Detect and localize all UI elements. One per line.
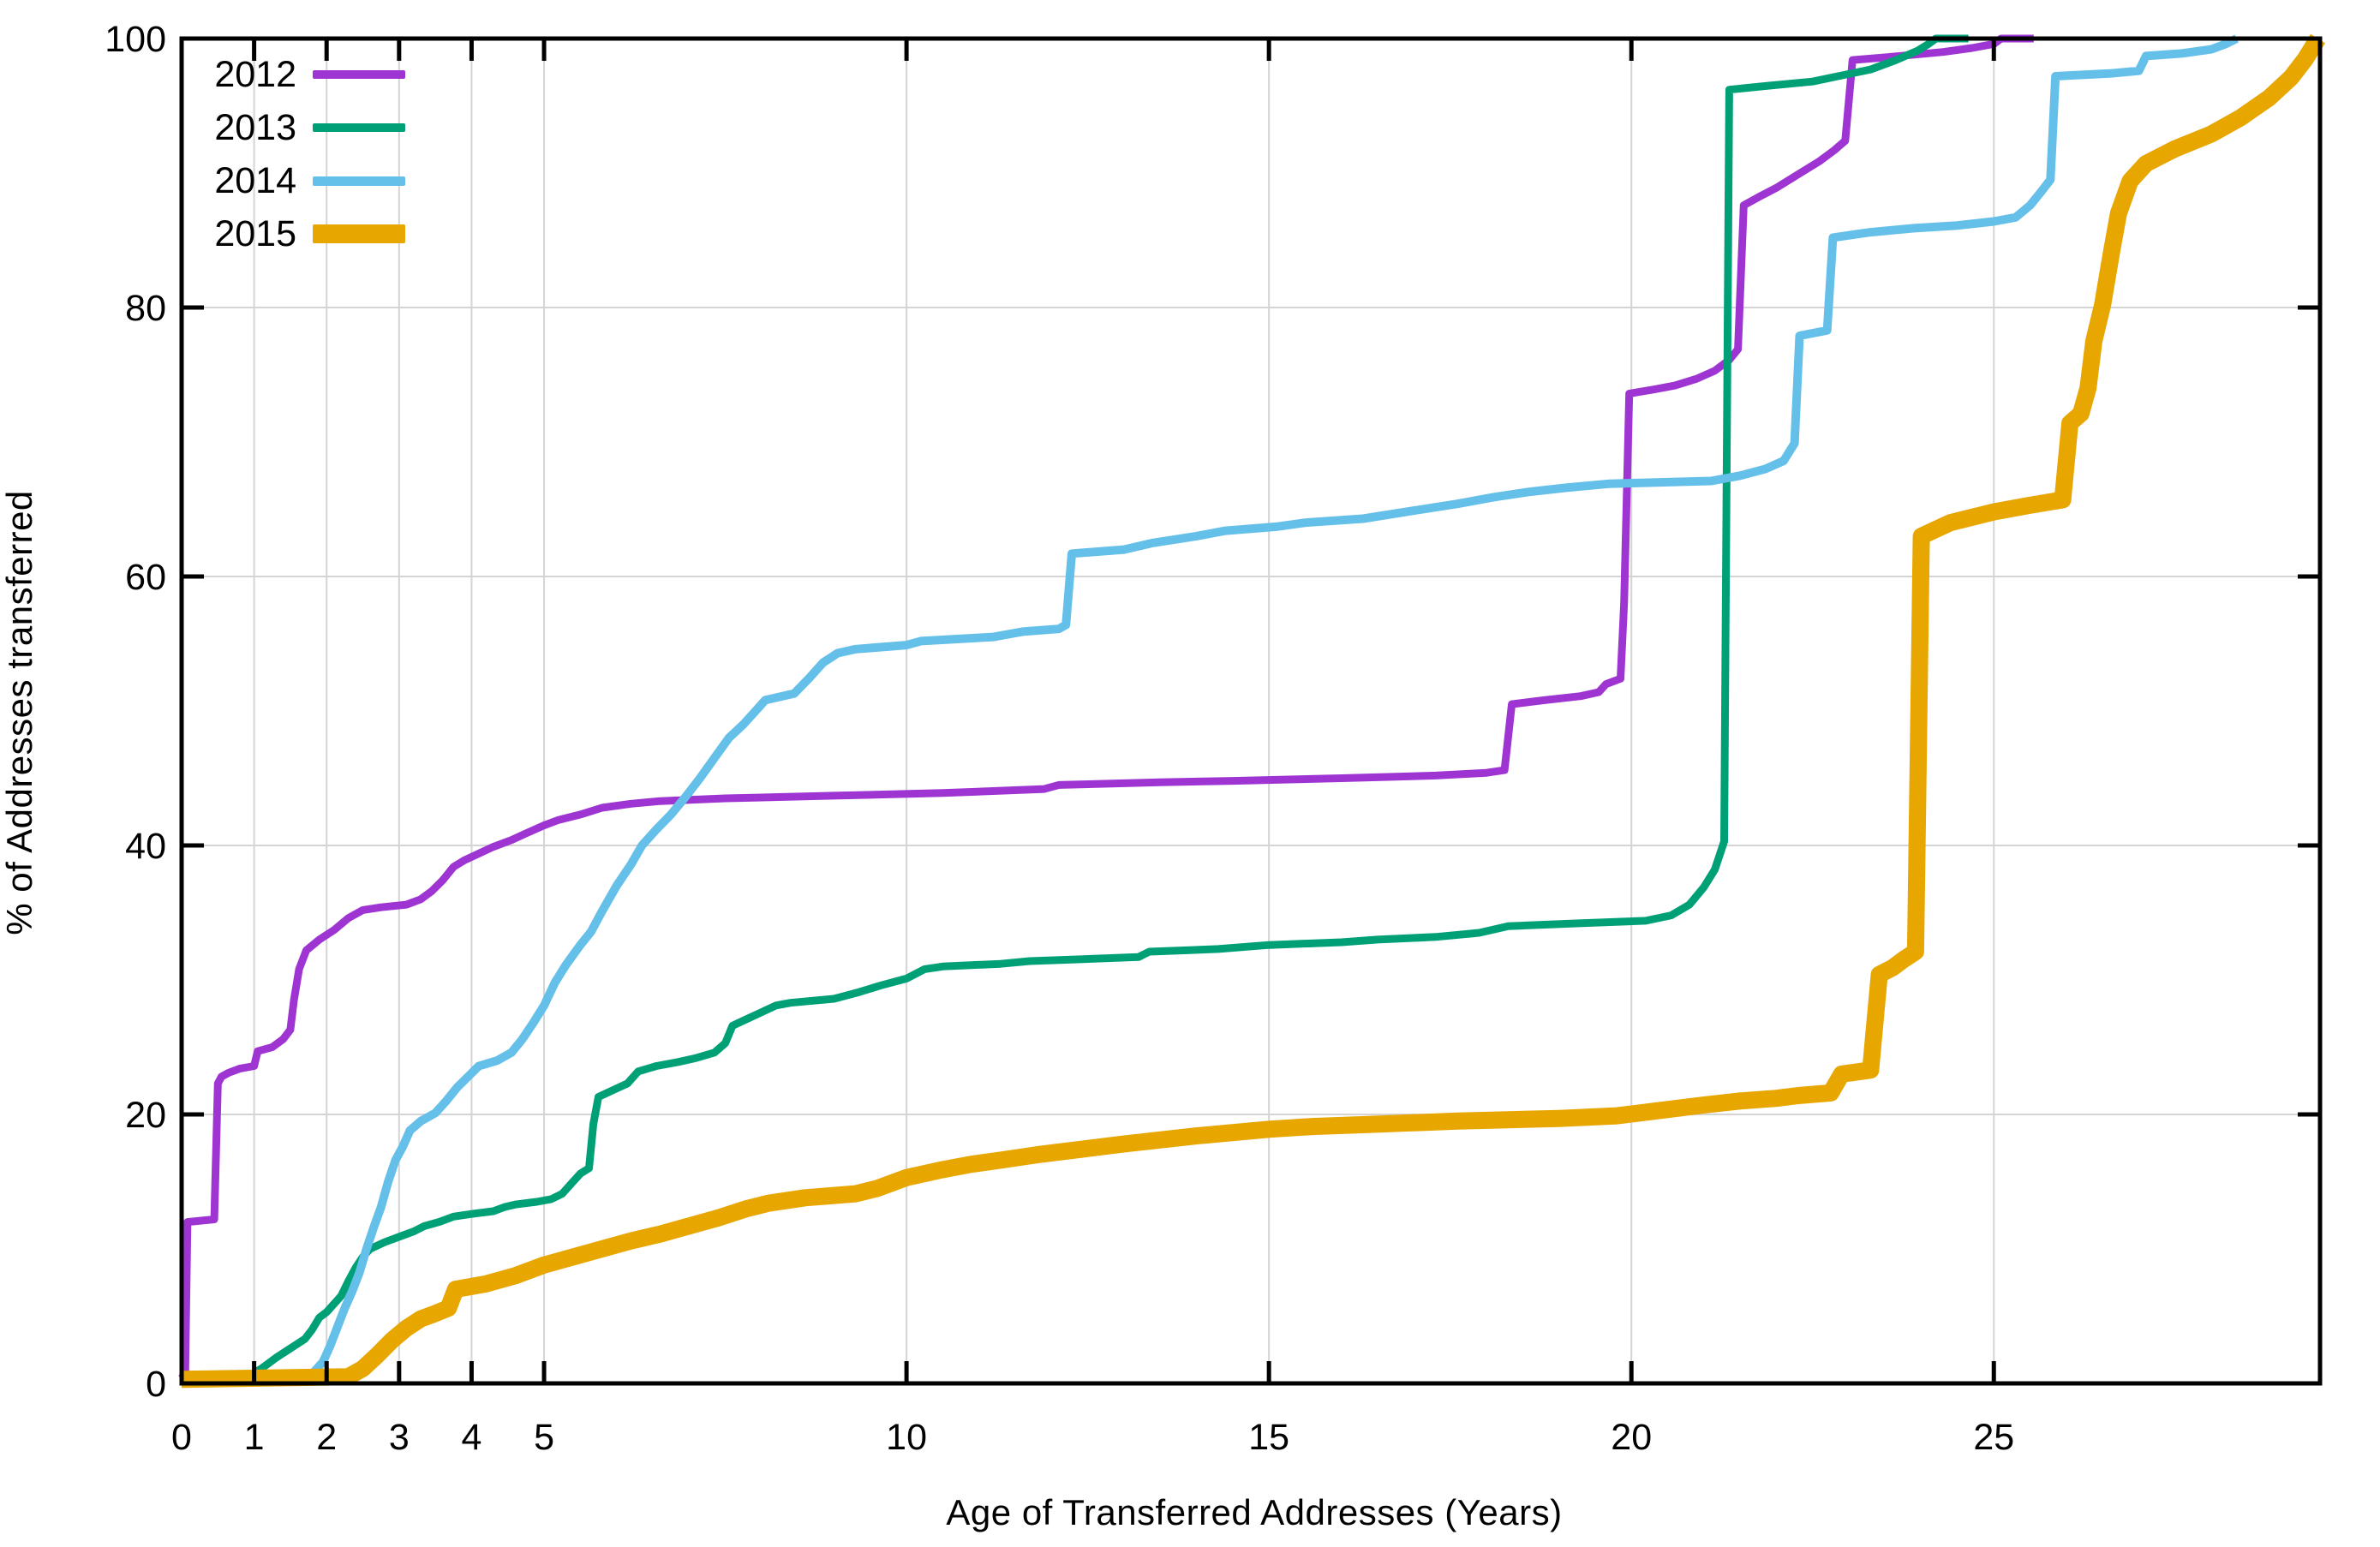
- legend-swatch-2012: [313, 70, 405, 79]
- x-axis-title-text: Age of Transferred Addresses (Years): [946, 1492, 1563, 1532]
- x-tick-label-5: 5: [534, 1417, 554, 1458]
- series-line-2014: [181, 34, 2239, 1388]
- x-tick-label-3: 3: [389, 1417, 410, 1458]
- plot-border: [179, 36, 2323, 1386]
- x-tick-label-1: 1: [244, 1417, 265, 1458]
- x-tick-label-2: 2: [316, 1417, 337, 1458]
- x-tick-label-20: 20: [1611, 1417, 1652, 1458]
- legend-item-2013: 2013: [168, 101, 405, 154]
- series-line-2013: [181, 34, 1969, 1388]
- series-line-2015: [181, 33, 2326, 1389]
- y-tick-label-60: 60: [125, 557, 166, 598]
- legend-item-2014: 2014: [168, 154, 405, 207]
- legend-label-2012: 2012: [214, 53, 296, 95]
- y-tick-label-100: 100: [105, 19, 166, 60]
- legend-swatch-2013: [313, 123, 405, 132]
- y-tick-label-0: 0: [146, 1364, 166, 1405]
- y-axis-title: % of Addresses transferred: [0, 490, 39, 935]
- series-line-2012: [178, 34, 2034, 1381]
- x-tick-label-0: 0: [171, 1417, 192, 1458]
- y-tick-label-40: 40: [125, 826, 166, 867]
- y-tick-label-20: 20: [125, 1095, 166, 1136]
- x-axis-title: Age of Transferred Addresses (Years): [0, 1492, 2380, 1533]
- legend-label-2015: 2015: [214, 212, 296, 254]
- legend-label-2013: 2013: [214, 106, 296, 148]
- y-tick-label-80: 80: [125, 288, 166, 329]
- legend-swatch-2014: [313, 176, 405, 186]
- legend-swatch-2015: [313, 224, 405, 243]
- x-tick-label-4: 4: [461, 1417, 481, 1458]
- legend-label-2014: 2014: [214, 159, 296, 201]
- legend-item-2015: 2015: [168, 207, 405, 260]
- x-tick-label-25: 25: [1973, 1417, 2014, 1458]
- legend-item-2012: 2012: [168, 48, 405, 101]
- legend: 2012 2013 2014 2015: [168, 48, 405, 260]
- x-tick-label-15: 15: [1248, 1417, 1289, 1458]
- x-tick-label-10: 10: [886, 1417, 927, 1458]
